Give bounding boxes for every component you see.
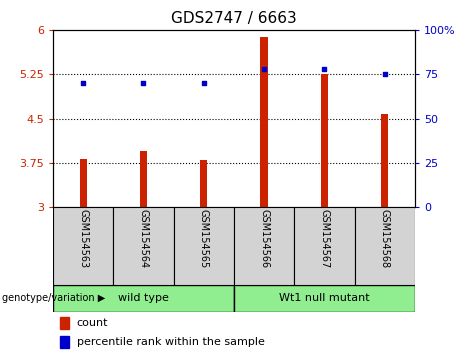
Text: percentile rank within the sample: percentile rank within the sample xyxy=(77,337,265,347)
Text: GSM154565: GSM154565 xyxy=(199,210,209,269)
Text: GSM154566: GSM154566 xyxy=(259,210,269,269)
Text: Wt1 null mutant: Wt1 null mutant xyxy=(279,293,370,303)
Text: GSM154568: GSM154568 xyxy=(380,210,390,269)
Title: GDS2747 / 6663: GDS2747 / 6663 xyxy=(171,11,297,26)
Point xyxy=(200,80,207,86)
Bar xyxy=(140,151,147,207)
Text: GSM154563: GSM154563 xyxy=(78,210,88,269)
Bar xyxy=(200,160,207,207)
Bar xyxy=(113,207,174,285)
Text: count: count xyxy=(77,318,108,328)
Bar xyxy=(234,285,415,312)
Bar xyxy=(355,207,415,285)
Bar xyxy=(381,114,388,207)
Point xyxy=(79,80,87,86)
Bar xyxy=(80,159,87,207)
Point xyxy=(321,66,328,72)
Bar xyxy=(321,74,328,207)
Text: wild type: wild type xyxy=(118,293,169,303)
Bar xyxy=(60,336,69,348)
Text: GSM154567: GSM154567 xyxy=(319,210,330,269)
Bar xyxy=(53,207,113,285)
Bar xyxy=(294,207,355,285)
Bar xyxy=(234,207,294,285)
Point xyxy=(381,72,389,77)
Bar xyxy=(174,207,234,285)
Bar xyxy=(53,285,234,312)
Bar xyxy=(60,316,69,329)
Bar xyxy=(260,37,268,207)
Point xyxy=(260,66,268,72)
Text: genotype/variation ▶: genotype/variation ▶ xyxy=(2,293,106,303)
Point xyxy=(140,80,147,86)
Text: GSM154564: GSM154564 xyxy=(138,210,148,269)
